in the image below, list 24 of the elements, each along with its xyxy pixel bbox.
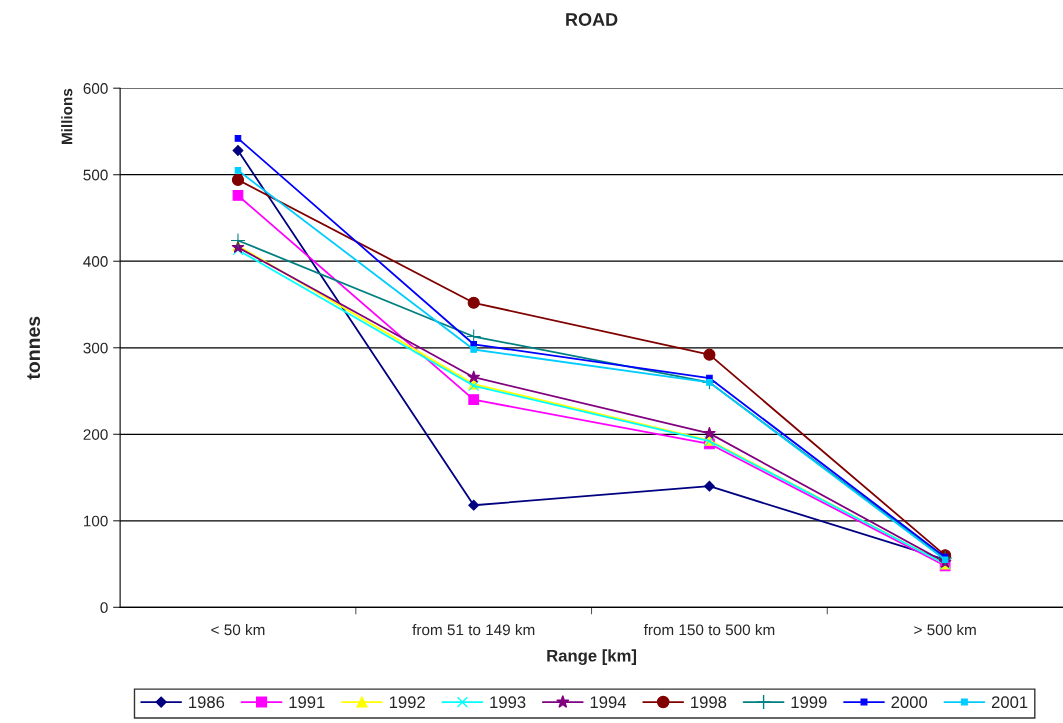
legend-label: 2000 <box>891 696 928 709</box>
y-tick-label: 200 <box>83 429 108 440</box>
legend-label: 1992 <box>389 696 425 709</box>
x-tick-label: < 50 km <box>211 623 265 636</box>
x-tick-label: from 150 to 500 km <box>643 623 775 636</box>
legend-label: 1993 <box>490 696 526 709</box>
legend-label: 1994 <box>590 696 627 709</box>
x-tick-label: > 500 km <box>914 623 976 636</box>
y-tick-label: 600 <box>83 83 108 94</box>
x-axis-title: Range [km] <box>547 649 636 665</box>
x-tick-label: from 51 to 149 km <box>412 623 535 636</box>
y-tick-label: 100 <box>83 515 108 527</box>
chart-title: ROAD <box>566 13 618 26</box>
y-tick-label: 300 <box>83 342 108 354</box>
legend-label: 1999 <box>791 696 827 709</box>
y-tick-label: 400 <box>83 256 108 267</box>
legend-label: 1986 <box>189 696 225 709</box>
y-axis-title: tonnes <box>27 316 41 380</box>
y-tick-label: 0 <box>100 602 108 614</box>
legend-label: 2001 <box>991 696 1028 709</box>
legend-label: 1998 <box>691 696 727 709</box>
text: Millions <box>61 88 73 145</box>
legend-label: 1991 <box>289 696 325 709</box>
y-tick-label: 500 <box>83 169 108 181</box>
